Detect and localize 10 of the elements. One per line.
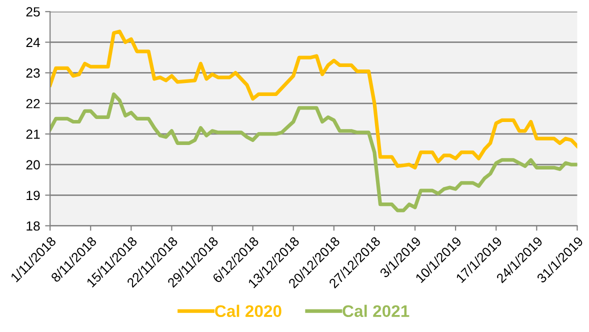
y-tick-label: 22	[26, 98, 40, 108]
y-tick-label: 18	[26, 221, 40, 231]
y-tick-label: 20	[26, 160, 40, 170]
y-tick-label: 25	[26, 7, 40, 17]
legend-label: Cal 2021	[342, 304, 410, 318]
y-tick-label: 23	[26, 68, 40, 78]
y-tick-label: 24	[26, 38, 40, 47]
y-tick-label: 21	[26, 130, 40, 139]
legend-label: Cal 2020	[215, 304, 282, 318]
y-tick-label: 19	[26, 190, 40, 200]
